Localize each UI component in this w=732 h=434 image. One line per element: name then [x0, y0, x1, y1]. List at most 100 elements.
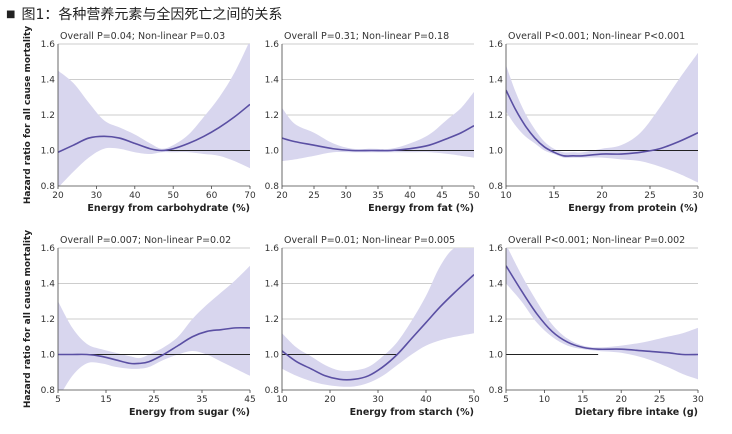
y-tick-label: 1.2	[41, 315, 55, 325]
ci-band	[58, 265, 250, 390]
y-tick-label: 0.8	[41, 182, 56, 192]
x-tick-label: 20	[52, 191, 64, 201]
x-axis-label: Energy from sugar (%)	[129, 407, 250, 418]
x-axis-label: Energy from protein (%)	[568, 203, 698, 214]
y-tick-label: 1.0	[489, 147, 504, 157]
y-tick-label: 0.8	[489, 182, 504, 192]
y-tick-label: 0.8	[265, 182, 280, 192]
y-tick-label: 1.2	[265, 111, 279, 121]
y-tick-label: 1.6	[265, 40, 280, 50]
x-tick-label: 60	[206, 191, 218, 201]
x-tick-label: 10	[539, 395, 551, 405]
y-tick-label: 0.8	[489, 386, 504, 396]
x-tick-label: 30	[692, 191, 704, 201]
p-value-annotation: Overall P<0.001; Non-linear P<0.001	[508, 31, 685, 42]
x-tick-label: 35	[372, 191, 383, 201]
x-tick-label: 10	[500, 191, 512, 201]
p-value-annotation: Overall P=0.007; Non-linear P=0.02	[60, 235, 231, 246]
y-tick-label: 1.2	[489, 111, 503, 121]
p-value-annotation: Overall P<0.001; Non-linear P=0.002	[508, 235, 685, 246]
x-tick-label: 30	[340, 191, 352, 201]
hazard-ratio-line	[506, 265, 698, 356]
y-tick-label: 1.0	[41, 147, 56, 157]
y-tick-label: 0.8	[265, 386, 280, 396]
ci-band	[58, 44, 250, 186]
y-tick-label: 1.6	[41, 40, 56, 50]
x-axis-label: Energy from starch (%)	[350, 407, 474, 418]
ci-band	[282, 91, 474, 162]
x-tick-label: 30	[692, 395, 704, 405]
y-tick-label: 1.4	[41, 280, 56, 290]
y-tick-label: 1.0	[41, 351, 56, 361]
y-tick-label: 1.4	[489, 280, 504, 290]
x-tick-label: 15	[577, 395, 588, 405]
ci-band	[506, 52, 698, 183]
y-tick-label: 1.2	[265, 315, 279, 325]
x-tick-label: 20	[596, 191, 608, 201]
x-tick-label: 10	[276, 395, 288, 405]
x-tick-label: 15	[100, 395, 111, 405]
hazard-ratio-line	[282, 274, 474, 381]
y-tick-label: 1.2	[41, 111, 55, 121]
x-tick-label: 50	[468, 191, 480, 201]
x-tick-label: 35	[196, 395, 207, 405]
x-tick-label: 50	[167, 191, 179, 201]
y-tick-label: 1.2	[489, 315, 503, 325]
x-tick-label: 40	[420, 395, 432, 405]
figure-title: ■ 图1：各种营养元素与全因死亡之间的关系	[6, 4, 282, 24]
y-tick-label: 1.6	[41, 244, 56, 254]
panel-5: 0.8 1.0 1.2 1.4 1.6 10 20 30 40 50 Overall P=0.01;…	[265, 235, 480, 418]
p-value-annotation: Overall P=0.01; Non-linear P=0.005	[284, 235, 455, 246]
y-tick-label: 1.6	[489, 244, 504, 254]
x-tick-label: 30	[91, 191, 103, 201]
y-axis-label: Hazard ratio for all cause mortality	[23, 26, 33, 204]
x-tick-label: 40	[404, 191, 416, 201]
y-axis-label: Hazard ratio for all cause mortality	[23, 230, 33, 408]
x-tick-label: 45	[436, 191, 447, 201]
y-tick-label: 1.4	[41, 76, 56, 86]
x-tick-label: 25	[644, 191, 655, 201]
x-axis-label: Dietary fibre intake (g)	[575, 407, 698, 418]
panel-2: 0.8 1.0 1.2 1.4 1.6 20 25 30 35 40 45 50 Overall P=0…	[265, 31, 480, 214]
y-tick-label: 1.4	[265, 280, 280, 290]
bullet-icon: ■	[6, 9, 16, 20]
y-tick-label: 0.8	[41, 386, 56, 396]
x-tick-label: 25	[308, 191, 319, 201]
x-tick-label: 5	[503, 395, 509, 405]
x-tick-label: 20	[615, 395, 627, 405]
x-tick-label: 5	[55, 395, 61, 405]
x-tick-label: 25	[654, 395, 665, 405]
y-tick-label: 1.0	[265, 351, 280, 361]
hazard-ratio-line	[58, 103, 250, 154]
p-value-annotation: Overall P=0.04; Non-linear P=0.03	[60, 31, 225, 42]
x-tick-label: 70	[244, 191, 256, 201]
y-tick-label: 1.4	[489, 76, 504, 86]
panel-3: 0.8 1.0 1.2 1.4 1.6 10 15 20 25 30 Overall P<0.001…	[489, 31, 704, 214]
panel-4: 0.8 1.0 1.2 1.4 1.6 5 15 25 35 45 Overall P=0.007;…	[23, 230, 256, 418]
y-tick-label: 1.4	[265, 76, 280, 86]
x-tick-label: 20	[276, 191, 288, 201]
figure-title-text: 图1：各种营养元素与全因死亡之间的关系	[21, 7, 283, 23]
x-tick-label: 15	[548, 191, 559, 201]
x-axis-label: Energy from fat (%)	[368, 203, 474, 214]
x-tick-label: 30	[372, 395, 384, 405]
x-tick-label: 25	[148, 395, 159, 405]
y-tick-label: 1.6	[489, 40, 504, 50]
x-tick-label: 50	[468, 395, 480, 405]
ci-band	[282, 248, 474, 387]
x-tick-label: 45	[244, 395, 255, 405]
y-tick-label: 1.6	[265, 244, 280, 254]
p-value-annotation: Overall P=0.31; Non-linear P=0.18	[284, 31, 449, 42]
hazard-ratio-line	[282, 124, 474, 152]
x-tick-label: 20	[324, 395, 336, 405]
x-tick-label: 40	[129, 191, 141, 201]
panel-6: 0.8 1.0 1.2 1.4 1.6 5 10 15 20 25 30 Overall P<0.00…	[489, 235, 704, 418]
hazard-ratio-line	[506, 89, 698, 157]
hazard-ratio-line	[58, 326, 250, 365]
y-tick-label: 1.0	[265, 147, 280, 157]
x-axis-label: Energy from carbohydrate (%)	[87, 203, 250, 214]
panel-1: 0.8 1.0 1.2 1.4 1.6 20 30 40 50 60 70 Overall P=0.0…	[23, 26, 256, 214]
ci-band	[506, 248, 698, 380]
y-tick-label: 1.0	[489, 351, 504, 361]
